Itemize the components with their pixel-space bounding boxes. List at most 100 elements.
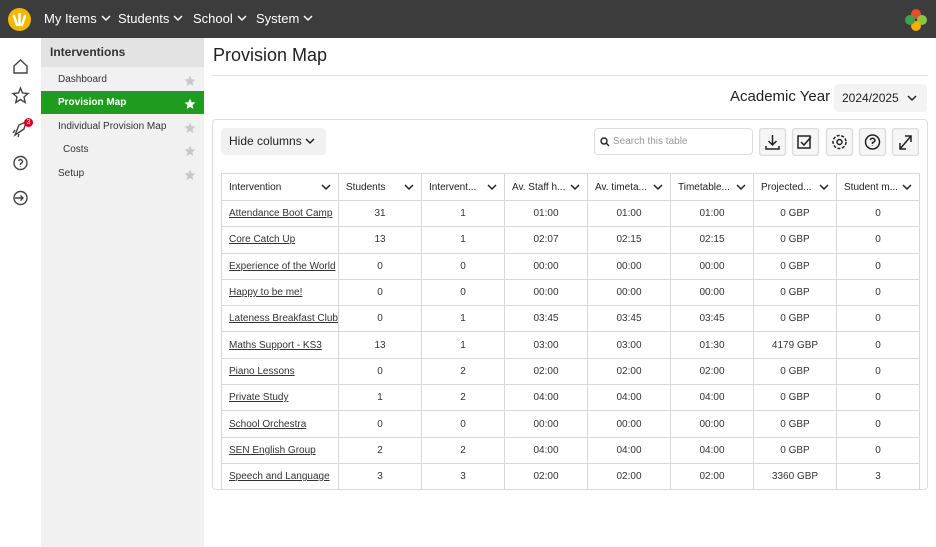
column-header[interactable]: Timetable... bbox=[670, 173, 754, 201]
intervention-link[interactable]: Private Study bbox=[229, 392, 289, 404]
logout-icon[interactable] bbox=[13, 190, 28, 206]
logo[interactable] bbox=[8, 8, 31, 31]
column-header[interactable]: Intervent... bbox=[421, 173, 505, 201]
cell: 3 bbox=[836, 462, 920, 491]
cell: 03:45 bbox=[504, 305, 588, 333]
header-cell: Intervent... bbox=[429, 182, 497, 193]
year-value: 2024/2025 bbox=[842, 91, 899, 105]
cell: 0 GBP bbox=[753, 226, 837, 254]
cell: 1 bbox=[421, 331, 505, 359]
intervention-link[interactable]: Core Catch Up bbox=[229, 234, 296, 246]
column-header[interactable]: Projected... bbox=[753, 173, 837, 201]
brand-logo bbox=[905, 9, 927, 31]
cell: 01:00 bbox=[504, 199, 588, 228]
cell: Attendance Boot Camp bbox=[221, 199, 339, 228]
intervention-link[interactable]: Lateness Breakfast Club bbox=[229, 313, 338, 325]
top-bar: My Items Students School System bbox=[0, 0, 936, 38]
cell: 00:00 bbox=[504, 410, 588, 438]
column-header[interactable]: Av. timeta... bbox=[587, 173, 671, 201]
cell: 0 bbox=[421, 252, 505, 280]
cell: 04:00 bbox=[587, 384, 671, 412]
nav-item[interactable]: System bbox=[256, 11, 313, 26]
nav-item[interactable]: Students bbox=[118, 11, 183, 26]
cell: 0 GBP bbox=[753, 305, 837, 333]
intervention-link[interactable]: Happy to be me! bbox=[229, 287, 303, 299]
intervention-link[interactable]: Maths Support - KS3 bbox=[229, 339, 322, 351]
cell: 13 bbox=[338, 331, 422, 359]
select-button[interactable] bbox=[791, 128, 820, 156]
help-icon[interactable] bbox=[13, 155, 28, 171]
cell: 03:00 bbox=[504, 331, 588, 359]
cell: 00:00 bbox=[587, 252, 671, 280]
column-header[interactable]: Student m... bbox=[836, 173, 920, 201]
cell: 2 bbox=[421, 436, 505, 464]
cell: 0 GBP bbox=[753, 252, 837, 280]
cell: 02:00 bbox=[587, 357, 671, 386]
cell: 3360 GBP bbox=[753, 462, 837, 491]
intervention-link[interactable]: Attendance Boot Camp bbox=[229, 208, 333, 220]
cell: 0 bbox=[836, 305, 920, 333]
favorite-star[interactable] bbox=[184, 96, 196, 119]
cell: Core Catch Up bbox=[221, 226, 339, 254]
cell: 01:30 bbox=[670, 331, 754, 359]
sidebar-label: Dashboard bbox=[58, 74, 107, 85]
intervention-link[interactable]: SEN English Group bbox=[229, 444, 316, 456]
column-header[interactable]: Intervention bbox=[221, 173, 339, 201]
nav-label: School bbox=[193, 11, 233, 26]
nav-item[interactable]: My Items bbox=[44, 11, 111, 26]
column-header[interactable]: Students bbox=[338, 173, 422, 201]
cell: 0 bbox=[338, 252, 422, 280]
sidebar-item[interactable]: Individual Provision Map bbox=[41, 115, 204, 138]
nav-label: My Items bbox=[44, 11, 97, 26]
rail-icons bbox=[11, 59, 30, 206]
cell: 00:00 bbox=[670, 410, 754, 438]
cell: 01:00 bbox=[670, 199, 754, 228]
favorite-star[interactable] bbox=[184, 143, 196, 166]
nav-item[interactable]: School bbox=[193, 11, 247, 26]
sidebar-item[interactable]: Costs bbox=[41, 138, 204, 161]
intervention-link[interactable]: Piano Lessons bbox=[229, 365, 295, 377]
header-cell: Timetable... bbox=[678, 182, 746, 193]
column-header[interactable]: Av. Staff h... bbox=[504, 173, 588, 201]
cell: 0 bbox=[338, 357, 422, 386]
settings-button[interactable] bbox=[825, 128, 854, 156]
cell: 04:00 bbox=[504, 384, 588, 412]
cell: 00:00 bbox=[504, 278, 588, 307]
cell: 04:00 bbox=[670, 384, 754, 412]
star-icon[interactable] bbox=[11, 86, 30, 104]
table-row: Attendance Boot Camp 31 1 01:00 01:00 01:00 0 … bbox=[221, 199, 920, 228]
cell: 00:00 bbox=[504, 252, 588, 280]
cell: 0 GBP bbox=[753, 436, 837, 464]
table-row: Core Catch Up 13 1 02:07 02:15 02:15 0 GBP 0 bbox=[221, 226, 920, 254]
search-placeholder: Search this table bbox=[613, 136, 688, 147]
header-label: Students bbox=[346, 181, 386, 193]
sidebar-label: Individual Provision Map bbox=[58, 121, 167, 132]
cell: 0 bbox=[338, 410, 422, 438]
favorite-star[interactable] bbox=[184, 120, 196, 143]
intervention-link[interactable]: Experience of the World bbox=[229, 260, 336, 272]
sidebar-item[interactable]: Setup bbox=[41, 162, 204, 185]
header-label: Av. Staff h... bbox=[512, 181, 566, 193]
favorite-star[interactable] bbox=[184, 167, 196, 190]
cell: 31 bbox=[338, 199, 422, 228]
header-label: Projected... bbox=[761, 181, 812, 193]
sidebar-item[interactable]: Dashboard bbox=[41, 68, 204, 91]
cell: 3 bbox=[338, 462, 422, 491]
intervention-link[interactable]: School Orchestra bbox=[229, 418, 307, 430]
sidebar-item[interactable]: Provision Map bbox=[41, 91, 204, 114]
favorite-star[interactable] bbox=[184, 73, 196, 96]
cell: 0 bbox=[836, 357, 920, 386]
year-select[interactable]: 2024/2025 bbox=[834, 84, 927, 112]
header-label: Intervention bbox=[229, 181, 282, 193]
cell: 04:00 bbox=[504, 436, 588, 464]
cell: 0 bbox=[836, 226, 920, 254]
table-row: Speech and Language 3 3 02:00 02:00 02:00 3360… bbox=[221, 462, 920, 491]
cell: Lateness Breakfast Club bbox=[221, 305, 339, 333]
hide-columns-button[interactable]: Hide columns bbox=[221, 128, 326, 155]
intervention-link[interactable]: Speech and Language bbox=[229, 471, 330, 483]
cell: 02:15 bbox=[670, 226, 754, 254]
home-icon[interactable] bbox=[13, 59, 28, 74]
search-box[interactable]: Search this table bbox=[594, 128, 753, 155]
cell: 02:00 bbox=[504, 462, 588, 491]
cell: 13 bbox=[338, 226, 422, 254]
